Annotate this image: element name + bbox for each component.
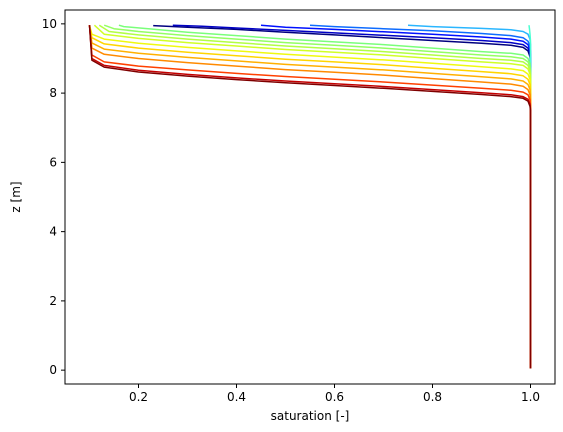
x-tick-label: 1.0 <box>521 390 540 404</box>
y-tick-label: 2 <box>49 294 57 308</box>
x-tick-label: 0.4 <box>227 390 246 404</box>
y-tick-label: 6 <box>49 155 57 169</box>
x-tick-label: 0.2 <box>129 390 148 404</box>
x-axis-label: saturation [-] <box>271 409 350 423</box>
y-tick-label: 4 <box>49 225 57 239</box>
series-line-13 <box>88 25 532 369</box>
plot-frame <box>64 9 556 385</box>
series-line-12 <box>88 25 532 369</box>
y-tick-label: 10 <box>42 17 57 31</box>
series-line-8 <box>98 24 532 369</box>
series-line-7 <box>103 24 532 369</box>
plot-lines <box>88 24 532 369</box>
series-line-14 <box>88 25 532 369</box>
x-tick-label: 0.6 <box>325 390 344 404</box>
y-axis-ticks: 0 2 4 6 8 10 <box>42 17 65 377</box>
series-line-10 <box>88 25 532 369</box>
series-line-6 <box>118 24 532 369</box>
series-line-11 <box>88 25 532 369</box>
x-tick-label: 0.8 <box>423 390 442 404</box>
y-tick-label: 0 <box>49 363 57 377</box>
y-axis-label: z [m] <box>9 181 23 212</box>
series-line-9 <box>93 24 532 369</box>
x-axis-ticks: 0.2 0.4 0.6 0.8 1.0 <box>129 384 540 404</box>
y-tick-label: 8 <box>49 86 57 100</box>
series-line-16 <box>88 25 532 369</box>
